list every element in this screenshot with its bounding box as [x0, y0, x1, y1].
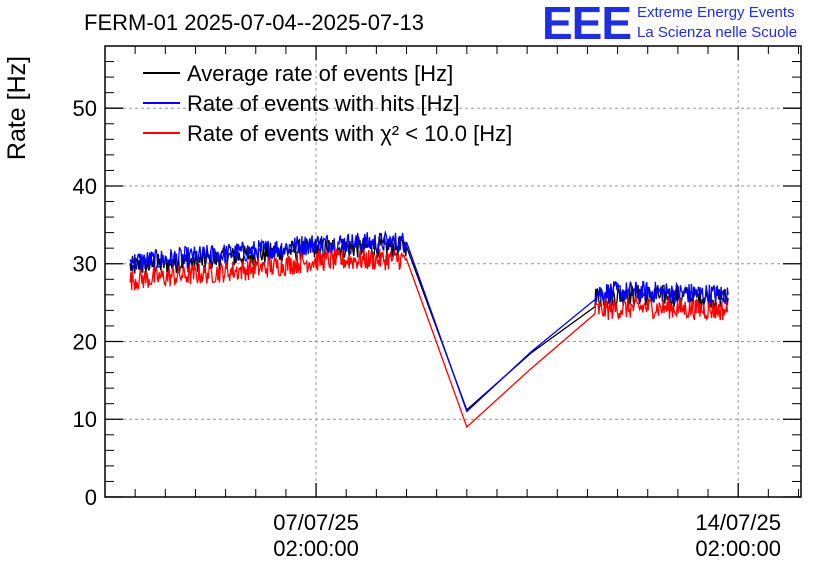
brand-line-2: La Scienza nelle Scuole — [637, 24, 798, 41]
legend-label-2: Rate of events with hits [Hz] — [187, 91, 460, 116]
y-tick-label: 40 — [73, 174, 97, 199]
x-tick-label-date: 07/07/25 — [273, 510, 359, 535]
series-line-3 — [129, 248, 729, 429]
eee-logo: EEE — [542, 0, 632, 49]
axes: 0102030405007/07/2502:00:0014/07/2502:00… — [73, 45, 801, 561]
y-tick-label: 10 — [73, 407, 97, 432]
x-tick-label-time: 02:00:00 — [273, 536, 359, 561]
series-lines — [129, 229, 729, 429]
legend: Average rate of events [Hz] Rate of event… — [143, 61, 512, 146]
y-axis-label: Rate [Hz] — [3, 56, 31, 160]
x-tick-label-date: 14/07/25 — [695, 510, 781, 535]
legend-label-1: Average rate of events [Hz] — [187, 61, 453, 86]
y-tick-label: 50 — [73, 96, 97, 121]
y-tick-label: 30 — [73, 252, 97, 277]
legend-label-3: Rate of events with χ² < 10.0 [Hz] — [187, 121, 512, 146]
plot-frame — [104, 45, 802, 498]
chart-title: FERM-01 2025-07-04--2025-07-13 — [84, 10, 424, 35]
y-tick-label: 0 — [85, 485, 97, 510]
brand-line-1: Extreme Energy Events — [637, 4, 795, 21]
y-tick-label: 20 — [73, 329, 97, 354]
x-tick-label-time: 02:00:00 — [695, 536, 781, 561]
